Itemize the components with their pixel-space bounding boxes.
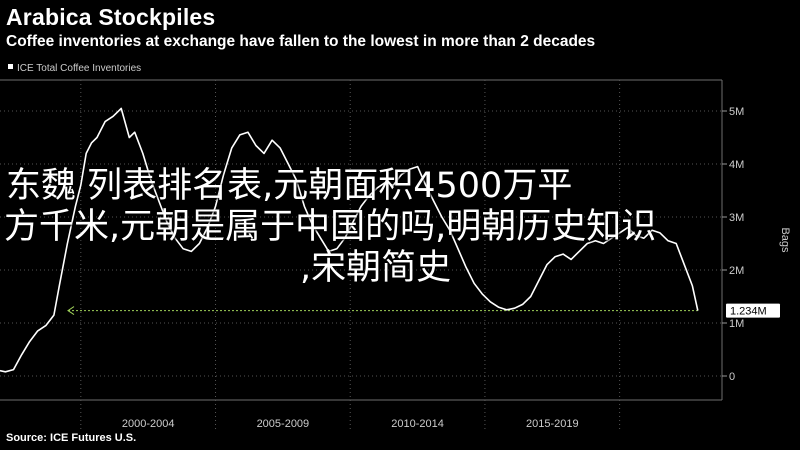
source-note: Source: ICE Futures U.S.: [6, 432, 137, 444]
y-tick-label: 4M: [729, 159, 744, 171]
latest-value-label: 1.234M: [730, 306, 767, 318]
x-tick-label: 2015-2019: [526, 418, 579, 430]
reference-arrow-icon: [67, 306, 75, 316]
x-tick-label: 2010-2014: [391, 418, 444, 430]
grid-layer: [0, 80, 722, 430]
legend-label: ICE Total Coffee Inventories: [17, 63, 141, 74]
legend-swatch: [8, 64, 13, 69]
y-tick-label: 2M: [729, 265, 744, 277]
x-tick-label: 2005-2009: [257, 418, 310, 430]
y-axis-label: Bags: [779, 227, 791, 253]
overlay-line-3: ,宋朝简史: [300, 248, 452, 288]
series-line-ice-total-coffee-inventories: [0, 107, 699, 373]
y-axis-ticks: 0 1M 2M 3M 4M 5M: [722, 106, 744, 383]
chart-title: Arabica Stockpiles: [6, 4, 216, 30]
y-tick-label: 1M: [729, 318, 744, 330]
y-tick-label: 0: [729, 371, 735, 383]
chart-subtitle: Coffee inventories at exchange have fall…: [6, 33, 596, 50]
latest-value-badge: [726, 303, 780, 318]
x-axis-ticks: 2000-2004 2005-2009 2010-2014 2015-2019: [122, 418, 579, 430]
overlay-line-2: 方千米,元朝是属于中国的吗,明朝历史知识: [4, 207, 657, 247]
x-tick-label: 2000-2004: [122, 418, 175, 430]
overlay-line-1: 东魏 列表排名表,元朝面积4500万平: [6, 166, 573, 206]
y-tick-label: 5M: [729, 106, 744, 118]
y-tick-label: 3M: [729, 212, 744, 224]
